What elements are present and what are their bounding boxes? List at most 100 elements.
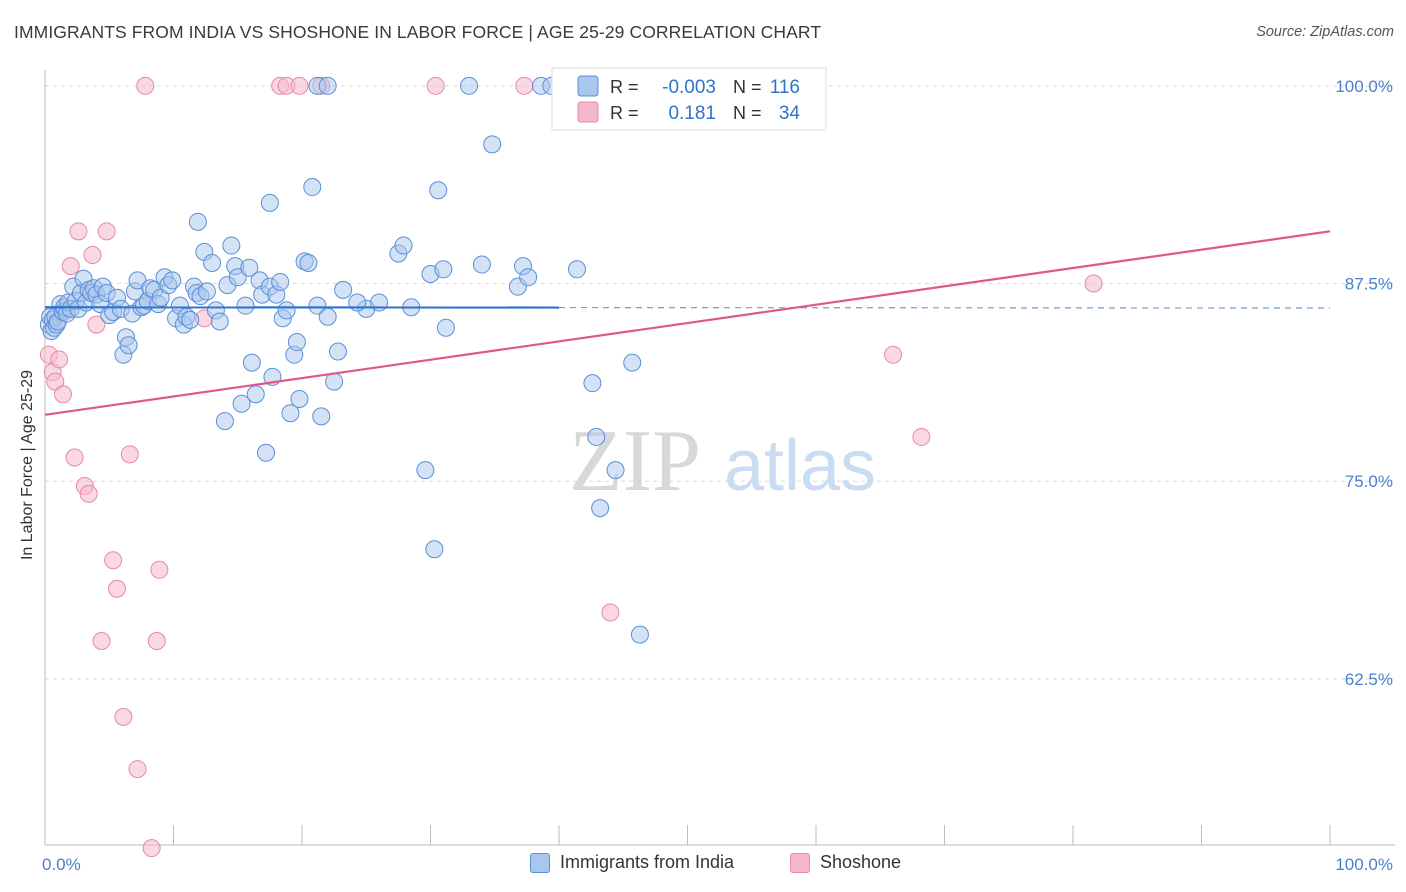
shoshone-point bbox=[50, 350, 69, 369]
y-tick-label: 75.0% bbox=[1345, 472, 1393, 491]
y-tick-label: 100.0% bbox=[1335, 77, 1393, 96]
shoshone-point bbox=[79, 484, 98, 503]
india-point bbox=[416, 461, 435, 480]
india-point bbox=[308, 296, 327, 315]
india-point bbox=[318, 307, 337, 326]
india-point bbox=[197, 282, 216, 301]
india-point bbox=[318, 76, 337, 95]
india-point bbox=[425, 540, 444, 559]
india-point bbox=[290, 389, 309, 408]
india-point bbox=[181, 310, 200, 329]
legend-r-value-shoshone: 0.181 bbox=[668, 103, 716, 124]
y-tick-label: 87.5% bbox=[1345, 275, 1393, 294]
shoshone-point bbox=[142, 839, 161, 858]
india-point bbox=[271, 272, 290, 291]
india-point bbox=[460, 76, 479, 95]
series-legend: Immigrants from India Shoshone bbox=[0, 852, 1406, 878]
india-point bbox=[623, 353, 642, 372]
shoshone-point bbox=[1084, 274, 1103, 293]
shoshone-trend-line bbox=[44, 230, 1331, 416]
shoshone-point bbox=[69, 222, 88, 241]
india-point bbox=[567, 260, 586, 279]
shoshone-point bbox=[290, 76, 309, 95]
india-point bbox=[394, 236, 413, 255]
india-point bbox=[299, 253, 318, 272]
chart-title: IMMIGRANTS FROM INDIA VS SHOSHONE IN LAB… bbox=[14, 22, 822, 42]
legend-swatch bbox=[790, 852, 810, 873]
shoshone-point bbox=[61, 257, 80, 276]
india-point bbox=[434, 260, 453, 279]
india-point bbox=[257, 443, 276, 462]
legend-label-india: Immigrants from India bbox=[560, 852, 735, 872]
shoshone-point bbox=[87, 315, 106, 334]
legend-n-label-shoshone: N = bbox=[733, 103, 762, 123]
india-point bbox=[303, 178, 322, 197]
gridlines bbox=[45, 85, 1395, 680]
india-point bbox=[325, 372, 344, 391]
tick-labels: 62.5% 75.0% 87.5% 100.0% 0.0% 100.0% bbox=[42, 77, 1393, 874]
shoshone-point bbox=[150, 560, 169, 579]
shoshone-point bbox=[114, 707, 133, 726]
india-point bbox=[240, 258, 259, 277]
watermark-atlas: atlas bbox=[724, 426, 876, 506]
shoshone-point bbox=[97, 222, 116, 241]
legend-r-label-india: R = bbox=[610, 77, 639, 97]
legend-swatch-india bbox=[577, 75, 599, 97]
india-point bbox=[287, 333, 306, 352]
india-point bbox=[472, 255, 491, 274]
shoshone-point bbox=[147, 631, 166, 650]
shoshone-point bbox=[128, 760, 147, 779]
india-point bbox=[587, 427, 606, 446]
legend-r-value-india: -0.003 bbox=[662, 77, 716, 98]
shoshone-point bbox=[107, 579, 126, 598]
india-point bbox=[583, 374, 602, 393]
india-point bbox=[128, 271, 147, 290]
india-point bbox=[436, 318, 455, 337]
shoshone-point bbox=[120, 445, 139, 464]
india-point bbox=[236, 296, 255, 315]
india-point bbox=[334, 280, 353, 299]
shoshone-point bbox=[515, 76, 534, 95]
india-point bbox=[483, 135, 502, 154]
india-point bbox=[519, 268, 538, 287]
india-point bbox=[246, 385, 265, 404]
legend-n-value-shoshone: 34 bbox=[779, 103, 801, 124]
india-point bbox=[188, 212, 207, 231]
shoshone-point bbox=[601, 603, 620, 622]
shoshone-point bbox=[136, 76, 155, 95]
shoshone-point bbox=[884, 345, 903, 364]
legend-label-shoshone: Shoshone bbox=[820, 852, 902, 872]
shoshone-point bbox=[65, 448, 84, 467]
legend-r-label-shoshone: R = bbox=[610, 103, 639, 123]
shoshone-point bbox=[912, 427, 931, 446]
india-point bbox=[630, 625, 649, 644]
india-point bbox=[312, 407, 331, 426]
legend-n-label-india: N = bbox=[733, 77, 762, 97]
india-point bbox=[328, 342, 347, 361]
india-point bbox=[232, 394, 251, 413]
legend-swatch-shoshone bbox=[577, 101, 599, 123]
watermark: ZIP atlas bbox=[569, 413, 876, 510]
x-tick-label: 100.0% bbox=[1335, 855, 1393, 874]
series-india-points bbox=[39, 76, 658, 644]
source-credit: Source: ZipAtlas.com bbox=[1256, 24, 1394, 40]
shoshone-point bbox=[83, 246, 102, 265]
india-point bbox=[203, 253, 222, 272]
india-point bbox=[277, 301, 296, 320]
india-point bbox=[222, 236, 241, 255]
axes bbox=[44, 70, 1395, 846]
shoshone-point bbox=[53, 385, 72, 404]
india-point bbox=[260, 193, 279, 212]
legend-item-shoshone[interactable]: Shoshone bbox=[790, 852, 901, 873]
legend-n-value-india: 116 bbox=[770, 77, 800, 98]
india-point bbox=[606, 461, 625, 480]
shoshone-point bbox=[426, 76, 445, 95]
india-point bbox=[429, 181, 448, 200]
legend-swatch bbox=[530, 852, 550, 873]
shoshone-point bbox=[92, 631, 111, 650]
x-tick-label: 0.0% bbox=[42, 855, 81, 874]
y-tick-label: 62.5% bbox=[1345, 670, 1393, 689]
legend-item-india[interactable]: Immigrants from India bbox=[530, 852, 734, 873]
india-point bbox=[215, 412, 234, 431]
